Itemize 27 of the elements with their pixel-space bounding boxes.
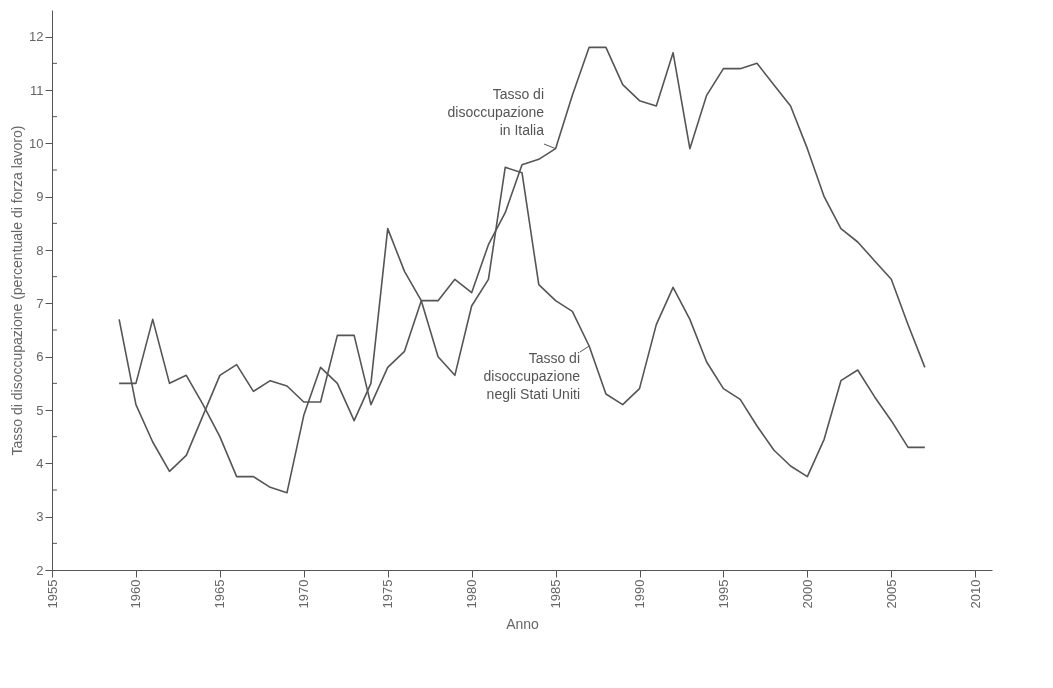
x-tick-label: 2005 [883,579,899,609]
y-tick-label: 11 [30,82,44,98]
x-tick-label: 1960 [128,579,144,609]
y-tick-label: 9 [36,189,44,205]
y-tick-label: 5 [36,402,44,418]
legend-label: Tasso di disoccupazione negli Stati Uniti [483,350,581,402]
y-tick-label: 12 [29,29,44,45]
x-tick-label: 1980 [464,579,480,609]
x-tick-label: 1975 [380,579,396,609]
x-tick-label: 1995 [715,579,731,609]
y-tick-label: 3 [36,509,44,525]
x-axis-title: Anno [506,616,540,633]
y-tick-label: 8 [36,242,44,258]
x-tick-label: 1985 [548,579,564,609]
x-tick-label: 1965 [212,579,228,609]
y-axis-title: Tasso di disoccupazione (percentuale di forza lavoro) [9,125,26,456]
x-tick-label: 2010 [967,579,983,609]
y-tick-label: 2 [36,562,44,578]
series-label: Tasso di disoccupazione in Italia [447,86,545,138]
y-tick-label: 6 [36,349,44,365]
x-tick-label: 1990 [632,579,647,609]
x-tick-label: 1970 [296,579,312,609]
y-tick-label: 4 [36,455,44,471]
x-tick-label: 1955 [44,579,60,609]
x-tick-label: 2000 [799,579,815,609]
y-tick-label: 10 [29,135,44,151]
y-tick-label: 7 [36,295,44,311]
